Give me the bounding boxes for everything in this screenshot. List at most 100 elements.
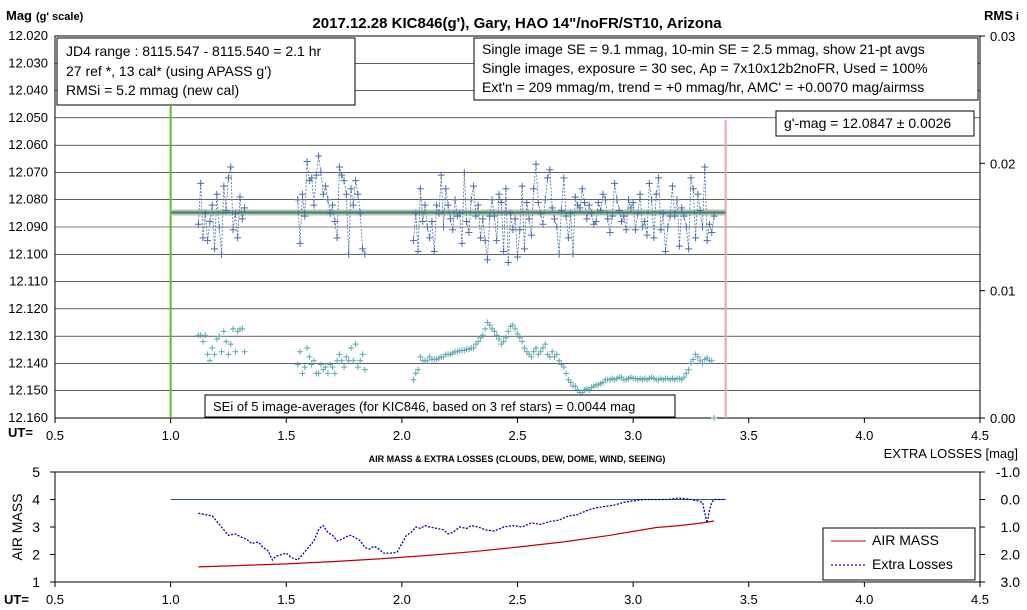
rms-point xyxy=(502,334,509,341)
mag-point xyxy=(335,163,343,171)
mag-point xyxy=(638,223,646,231)
mag-point xyxy=(497,198,505,206)
top-y-tick-label: 12.140 xyxy=(8,355,48,370)
top-x-tick-label: 0.5 xyxy=(46,428,64,443)
mag-point xyxy=(460,168,468,176)
mag-point xyxy=(222,207,230,215)
mag-point xyxy=(220,182,228,190)
mag-point xyxy=(655,174,663,182)
top-x-axis-label: UT= xyxy=(8,425,33,440)
mag-point xyxy=(530,185,538,193)
mag-point xyxy=(433,201,441,209)
rms-point xyxy=(331,370,338,377)
bottom-y-tick-label: 3 xyxy=(32,519,40,535)
mag-point xyxy=(211,245,219,253)
mag-point xyxy=(588,209,595,217)
mag-point xyxy=(625,196,632,204)
mag-point xyxy=(479,215,487,223)
top-y-tick-label: 12.070 xyxy=(8,164,48,179)
mag-point xyxy=(678,204,686,212)
mag-point xyxy=(474,201,482,209)
mag-point xyxy=(537,209,545,217)
rms-point xyxy=(553,351,560,358)
rms-point xyxy=(539,344,546,351)
mag-point xyxy=(546,166,554,174)
legend-airmass-label: AIR MASS xyxy=(872,532,939,548)
mag-point xyxy=(303,158,311,166)
top-y-tick-label: 12.150 xyxy=(8,383,48,398)
top-x-tick-label: 1.5 xyxy=(277,428,295,443)
mag-point xyxy=(511,215,519,223)
mag-point xyxy=(463,218,471,226)
rms-point xyxy=(306,353,313,360)
mag-point xyxy=(361,250,369,258)
mag-point xyxy=(354,190,362,198)
top-y2-axis-label: RMS i xyxy=(984,8,1019,23)
sei-text: SEi of 5 image-averages (for KIC846, bas… xyxy=(213,399,635,414)
rms-point xyxy=(230,325,237,332)
mag-point xyxy=(648,196,656,204)
mag-point xyxy=(294,196,302,204)
rms-point xyxy=(711,415,718,421)
mag-point xyxy=(694,190,702,198)
rms-point xyxy=(241,348,248,355)
mag-point xyxy=(218,250,225,258)
mag-point xyxy=(675,242,683,250)
rms-point xyxy=(528,353,535,360)
mag-point xyxy=(641,218,649,226)
mag-point xyxy=(238,215,246,223)
mag-point xyxy=(319,190,327,198)
mag-point xyxy=(483,256,491,264)
bottom-x-tick-label: 1.5 xyxy=(277,592,295,607)
mag-point xyxy=(592,218,600,226)
mag-point xyxy=(696,207,704,215)
mag-point xyxy=(532,160,540,168)
top-y-tick-label: 12.030 xyxy=(8,55,48,70)
bottom-x-axis-label: UT= xyxy=(4,592,29,607)
bottom-series xyxy=(198,497,726,568)
rms-point xyxy=(556,357,563,364)
top-y2-tick-label: 0.01 xyxy=(990,284,1015,299)
top-y-tick-label: 12.050 xyxy=(8,110,48,125)
rms-point xyxy=(350,357,357,364)
mag-point xyxy=(516,226,524,234)
mag-point xyxy=(349,201,357,209)
mag-point xyxy=(514,253,521,261)
top-x-tick-label: 3.5 xyxy=(740,428,758,443)
bottom-y-tick-label: 1 xyxy=(32,574,40,590)
mag-point xyxy=(421,201,429,209)
rms-point xyxy=(343,353,350,360)
mag-point xyxy=(585,201,593,209)
mag-point xyxy=(557,207,565,215)
top-y-tick-label: 12.120 xyxy=(8,301,48,316)
mag-point xyxy=(308,174,316,182)
mag-point xyxy=(449,226,457,234)
mag-point xyxy=(333,234,341,242)
mag-point xyxy=(507,209,515,217)
mag-point xyxy=(673,196,681,204)
mag-point xyxy=(326,209,334,217)
mag-point xyxy=(199,234,207,242)
mag-point xyxy=(618,218,626,226)
top-series xyxy=(194,152,718,421)
bottom-title: AIR MASS & EXTRA LOSSES (CLOUDS, DEW, DO… xyxy=(369,454,666,464)
rms-point xyxy=(415,366,422,373)
top-reference-lines xyxy=(169,106,727,418)
rms-point xyxy=(687,360,694,367)
top-y-tick-label: 12.110 xyxy=(9,274,48,289)
rms-point xyxy=(412,370,419,377)
mag-point xyxy=(662,248,669,256)
mag-point xyxy=(645,179,653,187)
rms-point xyxy=(352,341,359,348)
bottom-y2-tick-label: 0.0 xyxy=(1001,492,1021,508)
bottom-x-tick-label: 4.0 xyxy=(855,592,873,607)
mag-point xyxy=(668,182,676,190)
rms-point xyxy=(491,328,498,335)
bottom-y2-tick-label: 3.0 xyxy=(1001,574,1021,590)
mag-point xyxy=(342,190,350,198)
rms-point xyxy=(699,360,706,367)
mag-point xyxy=(703,237,711,245)
top-x-tick-label: 2.0 xyxy=(393,428,411,443)
mag-point xyxy=(534,198,542,206)
info-box-right: Single image SE = 9.1 mmag, 10-min SE = … xyxy=(473,37,979,101)
